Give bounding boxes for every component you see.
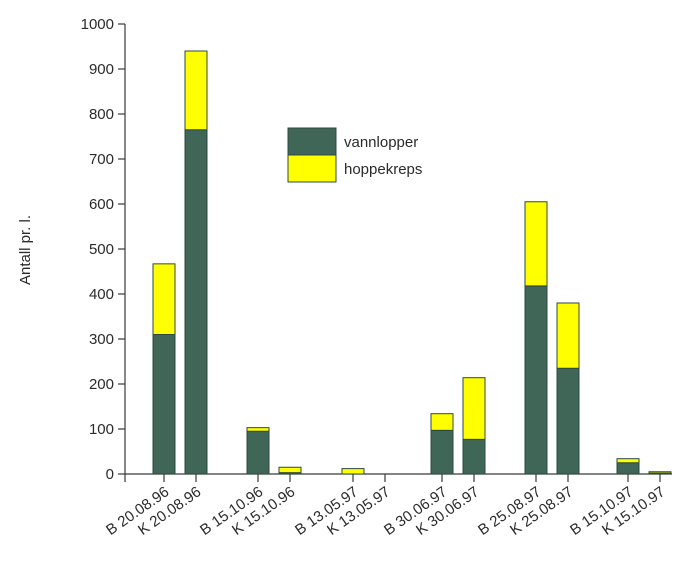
legend-swatch-vannlopper (287, 127, 337, 156)
bar-segment-vannlopper (430, 429, 454, 475)
y-tick-label: 0 (106, 466, 114, 483)
bar-segment-vannlopper (152, 334, 176, 475)
bar-segment-hoppekreps (556, 302, 580, 369)
bar-segment-hoppekreps (278, 466, 302, 474)
legend-label-hoppekreps: hoppekreps (344, 161, 422, 178)
bar-segment-hoppekreps (430, 413, 454, 431)
bars (152, 50, 672, 475)
bar-segment-hoppekreps (648, 471, 672, 474)
bar-segment-hoppekreps (341, 468, 365, 475)
y-tick-label: 700 (89, 151, 114, 168)
legend: vannlopper hoppekreps (287, 127, 422, 183)
y-tick-label: 900 (89, 61, 114, 78)
y-axis-title: Antall pr. l. (17, 215, 34, 285)
y-tick-label: 400 (89, 286, 114, 303)
bar-segment-hoppekreps (246, 427, 270, 432)
y-axis: 0 100 200 300 400 500 600 700 800 900 1000 (81, 16, 126, 483)
bar-segment-vannlopper (462, 438, 486, 475)
bar-segment-hoppekreps (524, 201, 548, 287)
legend-label-vannlopper: vannlopper (344, 134, 418, 151)
legend-swatch-hoppekreps (287, 154, 337, 183)
y-tick-label: 500 (89, 241, 114, 258)
y-tick-label: 1000 (81, 16, 114, 33)
y-tick-label: 800 (89, 106, 114, 123)
bar-segment-hoppekreps (462, 377, 486, 440)
bar-segment-vannlopper (524, 285, 548, 475)
bar-segment-vannlopper (184, 129, 208, 475)
bar-segment-vannlopper (616, 462, 640, 475)
bar-segment-hoppekreps (616, 458, 640, 464)
bar-segment-vannlopper (246, 430, 270, 475)
y-tick-label: 300 (89, 331, 114, 348)
y-tick-label: 600 (89, 196, 114, 213)
bar-segment-vannlopper (556, 367, 580, 475)
y-tick-label: 100 (89, 421, 114, 438)
y-tick-label: 200 (89, 376, 114, 393)
x-axis: B 20.08.96K 20.08.96B 15.10.96K 15.10.96… (103, 473, 672, 539)
bar-segment-hoppekreps (184, 50, 208, 131)
bar-segment-hoppekreps (152, 263, 176, 336)
